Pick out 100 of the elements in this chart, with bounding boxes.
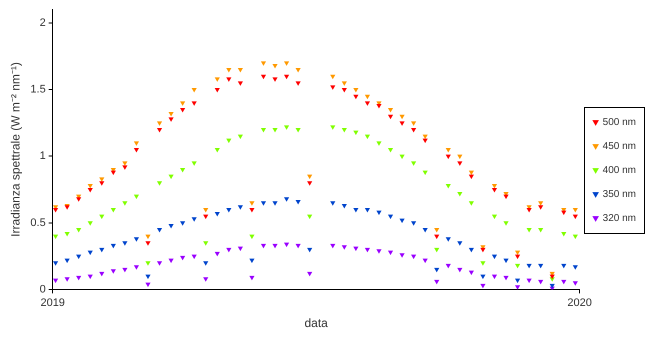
point — [88, 184, 92, 188]
point — [330, 244, 336, 248]
point — [307, 181, 312, 186]
point — [480, 261, 486, 266]
point — [261, 61, 266, 66]
point — [261, 74, 266, 79]
point — [88, 250, 92, 255]
point — [192, 88, 196, 92]
point — [446, 264, 450, 268]
point — [250, 276, 254, 280]
point — [226, 138, 232, 143]
point — [146, 241, 150, 246]
point — [215, 212, 220, 216]
point — [573, 281, 578, 286]
x-axis-title: data — [304, 316, 328, 330]
point — [492, 274, 497, 279]
point — [180, 101, 185, 106]
point — [526, 278, 532, 283]
point — [53, 208, 58, 212]
y-tick-label: 2 — [40, 16, 46, 29]
point — [526, 208, 532, 212]
point — [446, 154, 450, 159]
point — [458, 154, 462, 159]
point — [226, 77, 232, 82]
point — [100, 214, 104, 219]
point — [261, 201, 266, 206]
point — [400, 253, 404, 258]
point — [330, 85, 336, 90]
y-tick-label: 0.5 — [30, 216, 46, 229]
point — [376, 104, 382, 108]
point — [238, 134, 243, 139]
point — [180, 221, 185, 226]
point — [122, 241, 128, 246]
point — [550, 284, 554, 288]
point — [157, 228, 162, 232]
point — [526, 264, 532, 268]
point — [342, 204, 347, 208]
y-tick-label: 1 — [40, 150, 46, 162]
point — [122, 165, 128, 170]
point — [434, 268, 439, 272]
point — [400, 121, 404, 126]
point — [573, 208, 578, 212]
point — [354, 94, 358, 99]
point — [388, 114, 393, 119]
point — [307, 174, 312, 179]
point — [562, 280, 566, 284]
point — [203, 261, 208, 266]
point — [250, 234, 254, 239]
point — [261, 244, 266, 248]
point — [538, 280, 543, 284]
point — [192, 254, 196, 259]
point — [411, 221, 416, 226]
y-tick-label: 1.5 — [30, 84, 46, 96]
point — [284, 61, 289, 66]
point — [76, 254, 81, 259]
point — [365, 134, 370, 139]
point — [226, 68, 232, 72]
point — [376, 210, 382, 215]
point — [538, 228, 543, 232]
point — [134, 148, 139, 152]
point — [215, 148, 220, 152]
point — [330, 125, 336, 130]
point — [342, 81, 347, 86]
point — [215, 88, 220, 92]
point — [215, 252, 220, 256]
point — [411, 161, 416, 166]
point — [400, 218, 404, 223]
point — [469, 174, 474, 179]
point — [469, 270, 474, 275]
point — [388, 214, 393, 219]
point — [492, 188, 497, 192]
point — [354, 246, 358, 251]
point — [64, 232, 70, 236]
point — [458, 268, 462, 272]
point — [192, 101, 196, 106]
point — [296, 200, 300, 204]
point — [446, 237, 450, 242]
point — [376, 249, 382, 254]
point — [168, 224, 174, 228]
point — [134, 237, 139, 242]
point — [261, 128, 266, 132]
point — [146, 274, 150, 279]
point — [238, 68, 243, 72]
point — [469, 248, 474, 252]
point — [64, 258, 70, 263]
point — [203, 277, 208, 282]
point — [168, 117, 174, 122]
point — [307, 248, 312, 252]
legend-label: 350 nm — [602, 188, 636, 200]
point — [111, 208, 116, 212]
point — [203, 214, 208, 219]
point — [388, 250, 393, 255]
point — [458, 161, 462, 166]
point — [272, 244, 278, 248]
point — [562, 232, 566, 236]
point — [272, 77, 278, 82]
point — [76, 276, 81, 280]
point — [111, 170, 116, 175]
point — [134, 141, 139, 146]
legend-label: 500 nm — [602, 116, 636, 128]
